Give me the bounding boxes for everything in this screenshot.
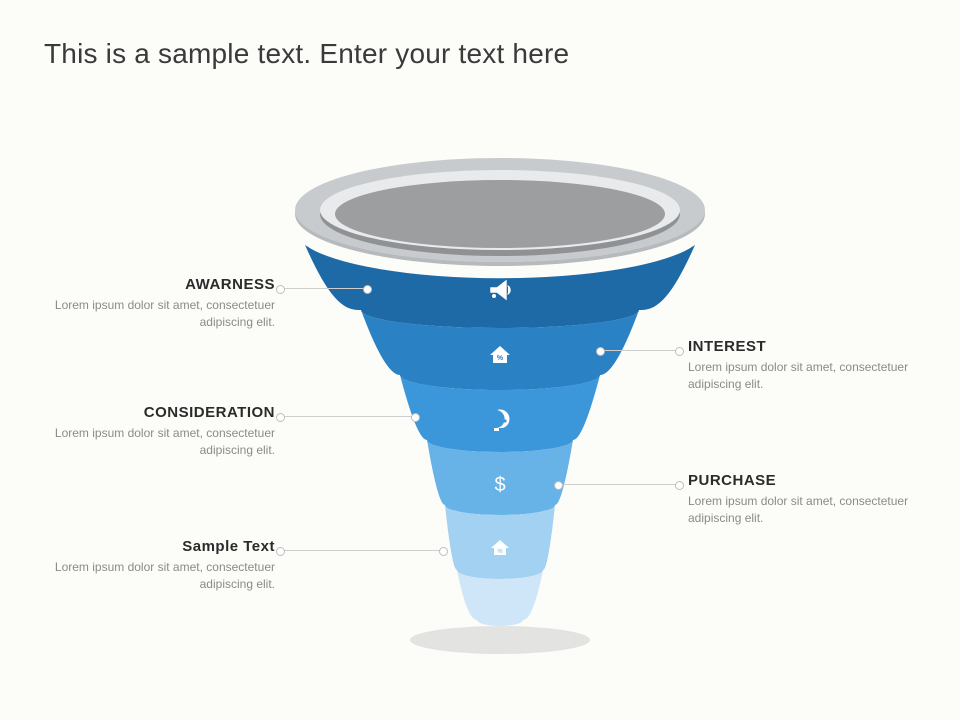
- callout-body: Lorem ipsum dolor sit amet, consectetuer…: [688, 493, 913, 528]
- svg-text:$: $: [494, 474, 505, 496]
- callout-body: Lorem ipsum dolor sit amet, consectetuer…: [50, 297, 275, 332]
- leader-consideration: [280, 416, 416, 417]
- callout-body: Lorem ipsum dolor sit amet, consectetuer…: [50, 425, 275, 460]
- funnel-body: [307, 246, 693, 626]
- svg-text:%: %: [497, 549, 503, 555]
- callout-purchase: PURCHASE Lorem ipsum dolor sit amet, con…: [688, 472, 913, 528]
- callout-heading: CONSIDERATION: [50, 404, 275, 421]
- svg-text:%: %: [497, 355, 504, 362]
- callout-heading: INTEREST: [688, 338, 913, 355]
- callout-interest: INTEREST Lorem ipsum dolor sit amet, con…: [688, 338, 913, 394]
- callout-heading: Sample Text: [50, 538, 275, 555]
- leader-awareness: [280, 288, 368, 289]
- funnel: % $ %: [285, 150, 715, 670]
- callout-consideration: CONSIDERATION Lorem ipsum dolor sit amet…: [50, 404, 275, 460]
- leader-interest: [600, 350, 680, 351]
- leader-purchase: [558, 484, 680, 485]
- callout-sample: Sample Text Lorem ipsum dolor sit amet, …: [50, 538, 275, 594]
- diagram-stage: % $ % AWARNESS Lorem ipsum dolor sit ame…: [0, 0, 960, 720]
- leader-sample: [280, 550, 444, 551]
- callout-heading: PURCHASE: [688, 472, 913, 489]
- callout-body: Lorem ipsum dolor sit amet, consectetuer…: [688, 359, 913, 394]
- callout-awareness: AWARNESS Lorem ipsum dolor sit amet, con…: [50, 276, 275, 332]
- callout-heading: AWARNESS: [50, 276, 275, 293]
- callout-body: Lorem ipsum dolor sit amet, consectetuer…: [50, 559, 275, 594]
- funnel-shadow: [410, 626, 590, 654]
- icon-dollar: $: [494, 474, 505, 496]
